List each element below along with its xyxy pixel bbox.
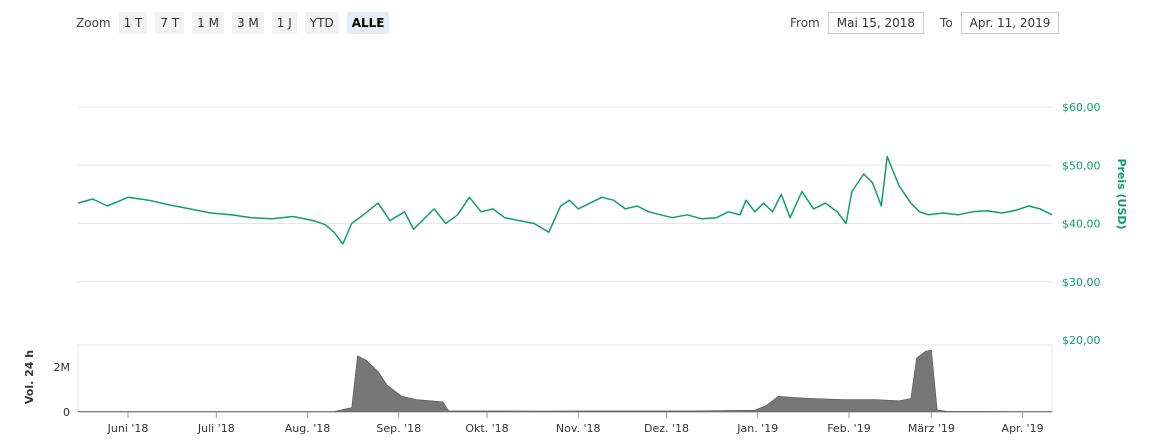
zoom-label: Zoom [76, 16, 111, 30]
zoom-1-month-button[interactable]: 1 M [192, 12, 224, 34]
zoom-1-year-button[interactable]: 1 J [271, 12, 297, 34]
price-tick-label: $60,00 [1062, 101, 1101, 114]
time-tick-label: Juni '18 [107, 422, 149, 435]
time-tick-label: Nov. '18 [556, 422, 601, 435]
price-tick-label: $30,00 [1062, 276, 1101, 289]
to-date-input[interactable]: Apr. 11, 2019 [960, 12, 1060, 34]
time-axis-ticks: Juni '18 Juli '18 Aug. '18 Sep. '18 Okt. '18… [107, 412, 1044, 435]
from-label: From [790, 16, 820, 30]
price-axis-title: Preis (USD) [1115, 158, 1128, 229]
zoom-7-days-button[interactable]: 7 T [155, 12, 185, 34]
zoom-toolbar: Zoom 1 T 7 T 1 M 3 M 1 J YTD ALLE [76, 12, 397, 34]
time-tick-label: März '19 [908, 422, 955, 435]
time-tick-label: Dez. '18 [644, 422, 689, 435]
date-range-selector: From Mai 15, 2018 To Apr. 11, 2019 [790, 12, 1060, 34]
time-tick-label: Sep. '18 [376, 422, 421, 435]
price-axis-ticks: $20,00 $30,00 $40,00 $50,00 $60,00 [1062, 101, 1101, 347]
time-tick-label: Aug. '18 [285, 422, 331, 435]
to-label: To [940, 16, 953, 30]
time-tick-label: Okt. '18 [465, 422, 508, 435]
volume-axis-ticks: 0 2M [54, 361, 71, 419]
zoom-1-day-button[interactable]: 1 T [118, 12, 148, 34]
time-tick-label: Feb. '19 [827, 422, 871, 435]
zoom-all-button[interactable]: ALLE [346, 12, 390, 34]
price-series-line [77, 155, 1053, 245]
volume-axis-title: Vol. 24 h [23, 350, 36, 404]
zoom-3-months-button[interactable]: 3 M [231, 12, 264, 34]
price-tick-label: $20,00 [1062, 334, 1101, 347]
price-gridlines [78, 106, 1052, 283]
volume-tick-label: 0 [63, 406, 70, 419]
volume-tick-label: 2M [54, 361, 71, 374]
volume-panel [77, 344, 1053, 413]
time-tick-label: Apr. '19 [1002, 422, 1044, 435]
volume-area [77, 349, 1053, 413]
price-tick-label: $50,00 [1062, 159, 1101, 172]
zoom-ytd-button[interactable]: YTD [304, 12, 339, 34]
time-tick-label: Jan. '19 [736, 422, 778, 435]
price-panel [77, 155, 1053, 245]
price-tick-label: $40,00 [1062, 218, 1101, 231]
from-date-input[interactable]: Mai 15, 2018 [827, 12, 925, 34]
time-tick-label: Juli '18 [197, 422, 235, 435]
